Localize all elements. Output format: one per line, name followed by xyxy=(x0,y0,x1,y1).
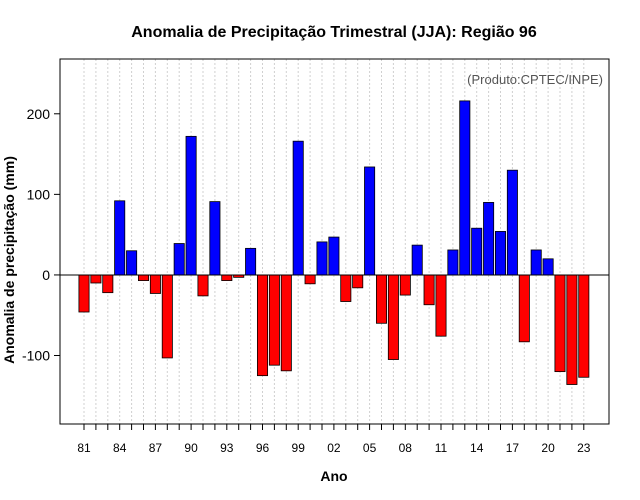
bar-1995 xyxy=(245,247,257,276)
bar-2022 xyxy=(566,274,578,385)
bar-1986 xyxy=(137,274,149,281)
x-tick-label: 99 xyxy=(292,441,306,455)
x-tick-label: 08 xyxy=(399,441,413,455)
y-axis: -100 0 100 200 xyxy=(22,106,60,364)
bar-2013 xyxy=(459,100,471,276)
bar-1999 xyxy=(292,140,304,276)
bar-1981 xyxy=(78,274,90,313)
bar-2002 xyxy=(328,236,340,276)
bar-2004 xyxy=(352,274,364,289)
bar-2023 xyxy=(578,274,590,378)
bar-2010 xyxy=(423,274,435,306)
bar-2011 xyxy=(435,274,447,337)
bar-2005 xyxy=(364,166,376,276)
bar-2009 xyxy=(411,244,423,276)
chart-title: Anomalia de Precipitação Trimestral (JJA… xyxy=(131,24,537,41)
bar-2014 xyxy=(471,227,483,276)
bar-2020 xyxy=(542,258,554,276)
bar-2008 xyxy=(399,274,411,296)
source-annotation: (Produto:CPTEC/INPE) xyxy=(467,72,603,87)
bar-2000 xyxy=(304,274,316,285)
bar-2019 xyxy=(530,249,542,276)
bar-1990 xyxy=(185,135,197,276)
x-tick-label: 17 xyxy=(506,441,520,455)
x-tick-label: 11 xyxy=(435,441,448,455)
bar-1988 xyxy=(161,274,173,359)
bar-2006 xyxy=(375,274,387,324)
x-axis-label: Ano xyxy=(320,468,347,484)
bar-2007 xyxy=(387,274,399,360)
bar-1984 xyxy=(114,200,126,276)
y-tick-label: -100 xyxy=(22,348,50,364)
y-tick-label: 100 xyxy=(27,186,51,202)
bar-1983 xyxy=(102,274,114,294)
x-tick-label: 96 xyxy=(256,441,270,455)
x-tick-label: 84 xyxy=(113,441,127,455)
x-tick-label: 20 xyxy=(541,441,555,455)
x-axis: 81 84 87 90 93 96 99 02 05 08 11 14 17 20 23 xyxy=(77,424,591,455)
bar-2003 xyxy=(340,274,352,302)
x-tick-label: 02 xyxy=(327,441,341,455)
bar-1989 xyxy=(173,243,185,276)
bar-2012 xyxy=(447,249,459,276)
bar-2001 xyxy=(316,241,328,276)
bar-2017 xyxy=(506,169,518,276)
bar-1987 xyxy=(149,274,161,294)
bar-2015 xyxy=(483,202,495,276)
bar-2021 xyxy=(554,274,566,373)
bar-1998 xyxy=(280,274,292,372)
plot-frame xyxy=(59,58,610,425)
x-tick-label: 93 xyxy=(220,441,234,455)
x-tick-label: 05 xyxy=(363,441,377,455)
y-tick-label: 200 xyxy=(27,106,51,122)
bar-1996 xyxy=(256,274,268,377)
bar-1991 xyxy=(197,274,209,297)
bar-1992 xyxy=(209,201,221,276)
bar-2018 xyxy=(518,274,530,343)
bar-1997 xyxy=(268,274,280,366)
bar-1982 xyxy=(90,274,102,284)
bar-1993 xyxy=(221,274,233,281)
y-axis-label: Anomalia de precipitação (mm) xyxy=(1,156,17,364)
x-tick-label: 90 xyxy=(184,441,198,455)
x-tick-label: 23 xyxy=(577,441,591,455)
y-tick-label: 0 xyxy=(42,267,50,283)
bar-1985 xyxy=(126,250,138,276)
bar-series xyxy=(78,100,590,385)
x-tick-label: 87 xyxy=(149,441,163,455)
x-tick-label: 81 xyxy=(77,441,91,455)
bar-2016 xyxy=(494,231,506,276)
x-tick-label: 14 xyxy=(470,441,484,455)
